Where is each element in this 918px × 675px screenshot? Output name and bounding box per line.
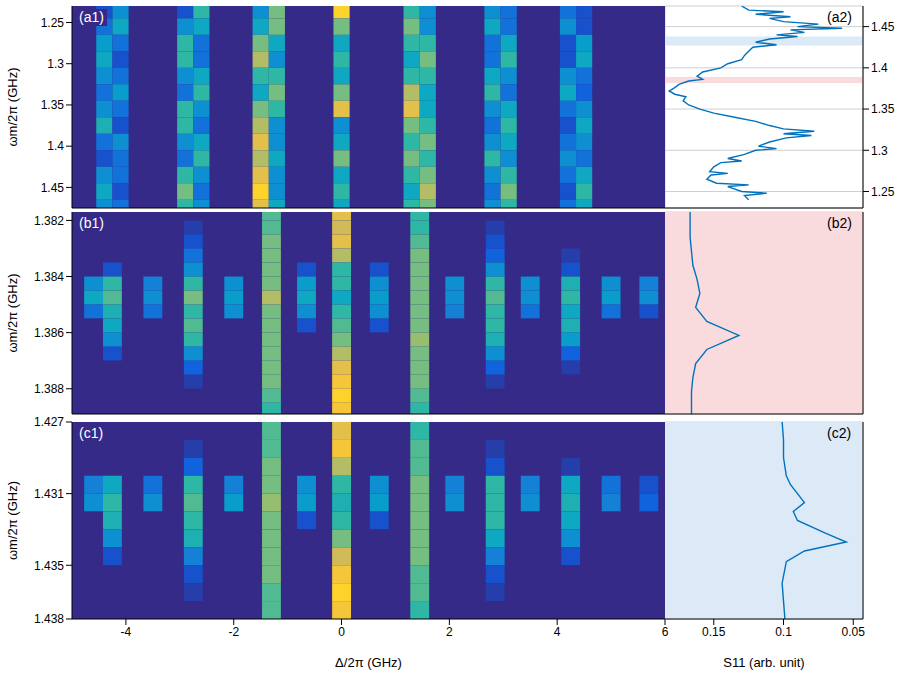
svg-text:0.1: 0.1 — [775, 625, 792, 639]
svg-text:ωm/2π (GHz): ωm/2π (GHz) — [5, 67, 20, 146]
svg-text:0.05: 0.05 — [842, 625, 866, 639]
svg-text:1.382: 1.382 — [34, 214, 64, 228]
svg-text:1.431: 1.431 — [34, 487, 64, 501]
svg-text:1.438: 1.438 — [34, 612, 64, 626]
html-text:(b1): (b1) — [79, 215, 104, 231]
html-text:(a2): (a2) — [827, 9, 852, 25]
svg-text:6: 6 — [662, 625, 669, 639]
svg-text:1.3: 1.3 — [871, 144, 888, 158]
svg-text:1.427: 1.427 — [34, 415, 64, 429]
svg-text:1.25: 1.25 — [41, 16, 65, 30]
svg-text:-4: -4 — [121, 625, 132, 639]
svg-text:2: 2 — [446, 625, 453, 639]
svg-text:ωm/2π (GHz): ωm/2π (GHz) — [5, 481, 20, 560]
svg-text:4: 4 — [554, 625, 561, 639]
svg-text:1.3: 1.3 — [47, 57, 64, 71]
svg-text:Δ/2π (GHz): Δ/2π (GHz) — [335, 655, 402, 670]
svg-text:1.4: 1.4 — [871, 61, 888, 75]
html-text:(c1): (c1) — [79, 425, 104, 441]
svg-text:1.35: 1.35 — [871, 102, 895, 116]
svg-text:ωm/2π (GHz): ωm/2π (GHz) — [5, 273, 20, 352]
html-text:(a1): (a1) — [79, 9, 104, 25]
svg-text:1.35: 1.35 — [41, 98, 65, 112]
html-text:(c2): (c2) — [827, 425, 852, 441]
svg-text:1.386: 1.386 — [34, 326, 64, 340]
svg-text:1.25: 1.25 — [871, 185, 895, 199]
svg-text:1.388: 1.388 — [34, 382, 64, 396]
svg-text:1.435: 1.435 — [34, 559, 64, 573]
svg-text:0.15: 0.15 — [702, 625, 726, 639]
svg-text:0: 0 — [338, 625, 345, 639]
svg-text:1.384: 1.384 — [34, 270, 64, 284]
svg-text:1.45: 1.45 — [41, 181, 65, 195]
svg-text:-2: -2 — [228, 625, 239, 639]
html-text:(b2): (b2) — [827, 215, 852, 231]
svg-text:1.45: 1.45 — [871, 20, 895, 34]
svg-text:S11 (arb. unit): S11 (arb. unit) — [723, 655, 804, 670]
svg-text:1.4: 1.4 — [47, 139, 64, 153]
